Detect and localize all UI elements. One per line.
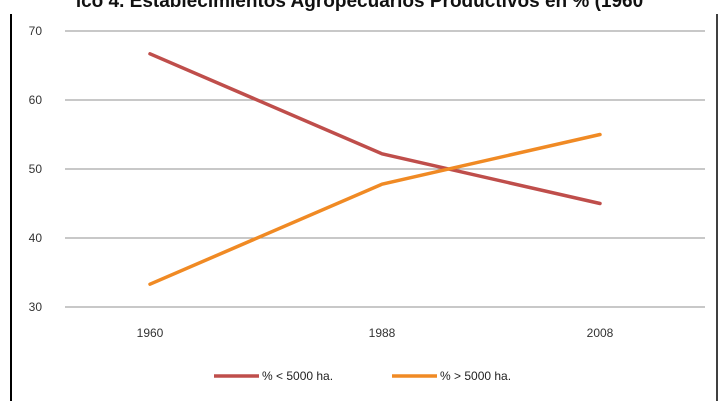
x-tick-label: 2008 [587,326,614,340]
y-tick-label: 60 [29,93,43,107]
legend-label: % < 5000 ha. [262,369,333,383]
series-line-1 [148,132,602,286]
chart-title: ico 4. Establecimientos Agropecuarios Pr… [75,0,644,12]
gridlines [65,30,705,308]
y-tick-label: 30 [29,300,43,314]
y-tick-label: 50 [29,162,43,176]
legend-label: % > 5000 ha. [440,369,511,383]
x-tick-label: 1988 [369,326,396,340]
x-tick-label: 1960 [137,326,164,340]
y-axis-ticks: 30 40 50 60 70 [29,24,43,314]
legend: % < 5000 ha. % > 5000 ha. [214,369,511,383]
x-axis-ticks: 1960 1988 2008 [137,326,614,340]
y-tick-label: 70 [29,24,43,38]
y-tick-label: 40 [29,231,43,245]
series-line-0 [148,52,602,206]
series-lines [148,52,602,286]
